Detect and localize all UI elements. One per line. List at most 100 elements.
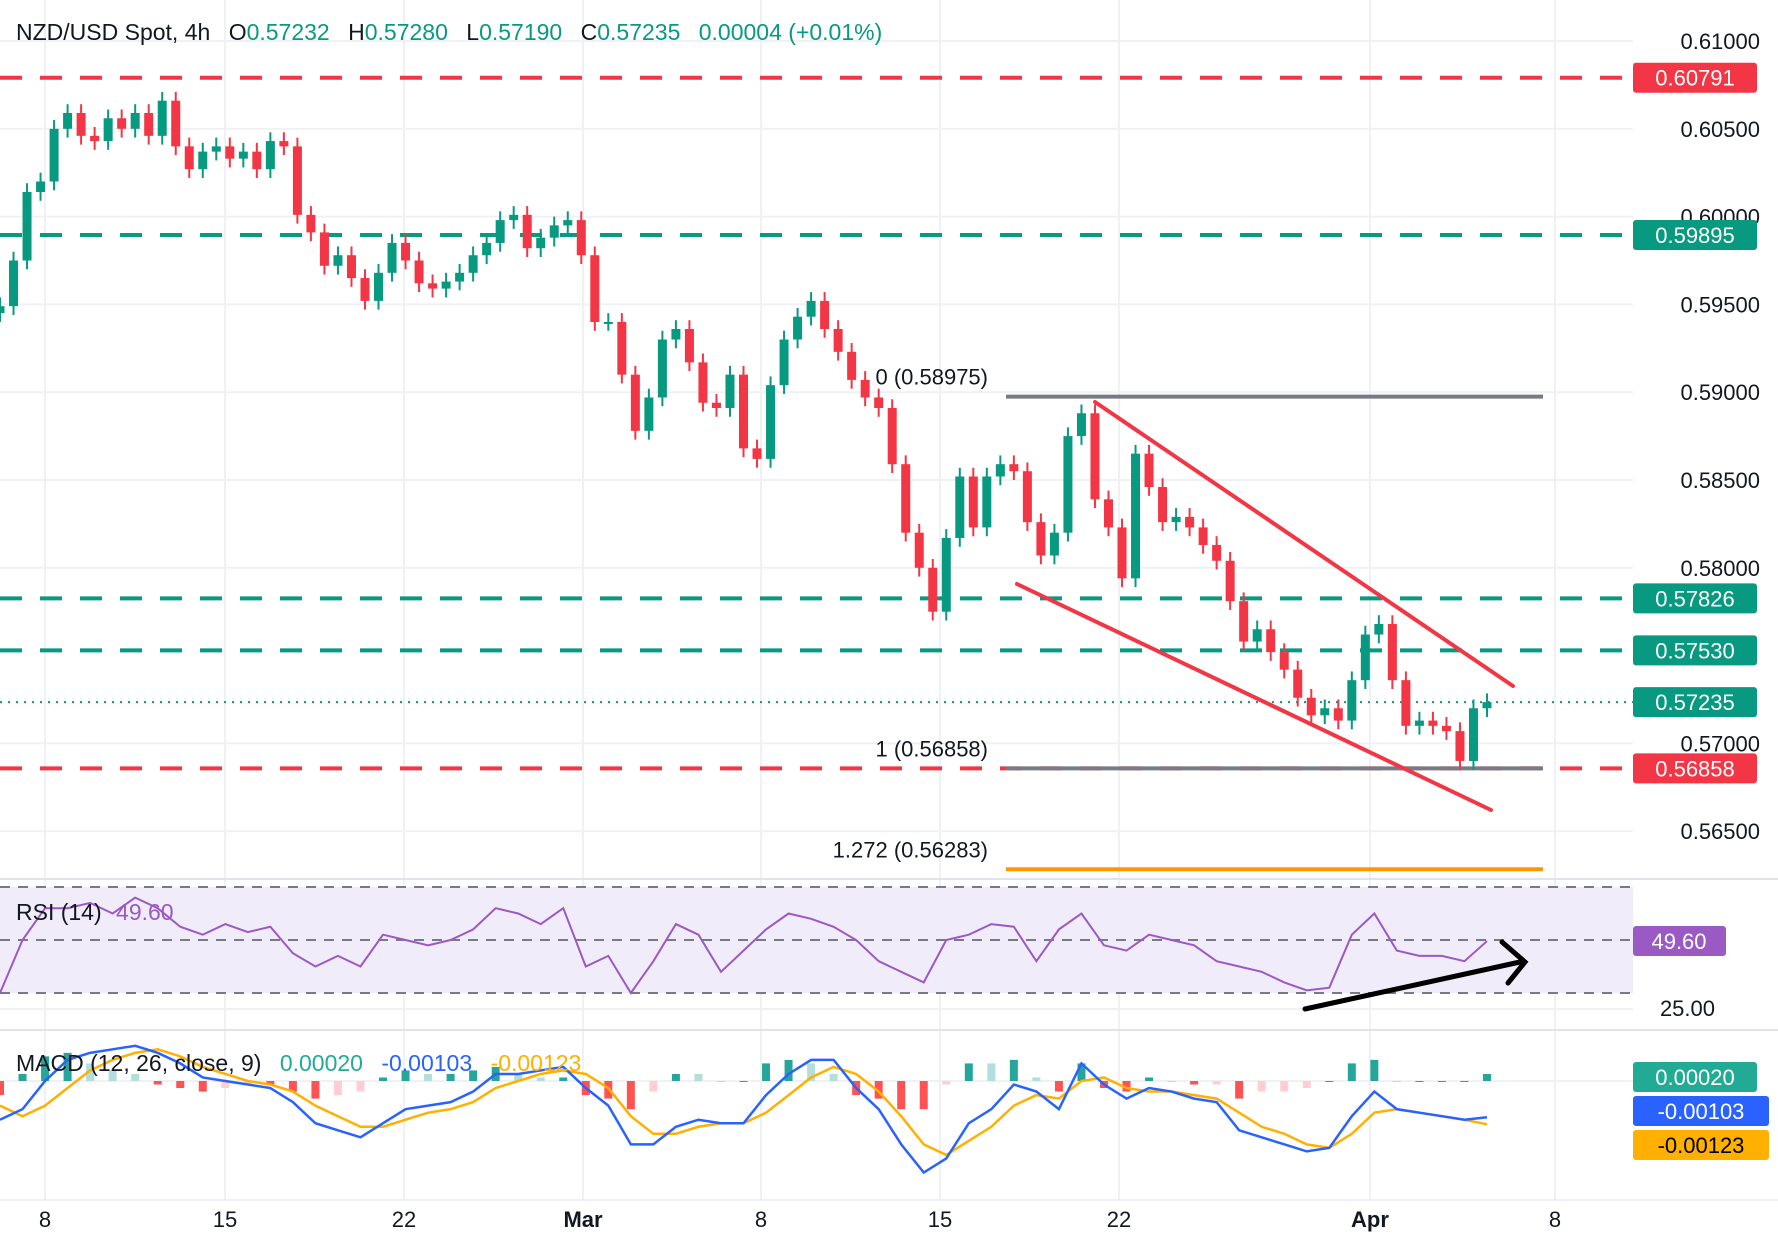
- macd-value-badge-label: -0.00103: [1658, 1099, 1745, 1124]
- macd-histogram-bar: [536, 1077, 545, 1081]
- macd-histogram-bar: [897, 1081, 906, 1110]
- macd-histogram-bar: [942, 1081, 951, 1085]
- price-level-badge-label: 0.57826: [1655, 586, 1735, 611]
- fib-level-label: 1 (0.56858): [875, 736, 988, 761]
- macd-histogram-bar: [243, 1081, 252, 1085]
- price-tick-label: 0.57000: [1680, 731, 1760, 756]
- candle-body: [1036, 522, 1046, 556]
- fibonacci-levels: 0 (0.58975) 1 (0.56858) 1.272 (0.56283): [833, 365, 1543, 872]
- macd-histogram-bar: [1370, 1059, 1379, 1081]
- macd-histogram-bar: [1190, 1081, 1199, 1085]
- candle-body: [1158, 487, 1168, 523]
- macd-histogram-bar: [784, 1059, 793, 1081]
- macd-histogram-bar: [108, 1070, 117, 1081]
- macd-histogram-bar: [1167, 1081, 1176, 1082]
- macd-histogram-bar: [1415, 1081, 1424, 1082]
- candle-body: [252, 151, 262, 170]
- macd-hist-value: 0.00020: [280, 1050, 363, 1076]
- macd-histogram-bar: [288, 1081, 297, 1092]
- price-axis[interactable]: 0.610000.605000.600000.595000.590000.585…: [1633, 29, 1769, 1160]
- candle-body: [1266, 629, 1276, 653]
- close-value: 0.57235: [597, 19, 680, 45]
- price-level-badge-label: 0.57235: [1655, 690, 1735, 715]
- macd-histogram-bar: [1347, 1063, 1356, 1081]
- candle-body: [468, 255, 478, 273]
- macd-histogram-bar: [221, 1081, 230, 1089]
- candle-body: [130, 112, 140, 129]
- candle-body: [617, 321, 627, 375]
- macd-histogram-bar: [41, 1056, 50, 1081]
- price-tick-label: 0.58500: [1680, 468, 1760, 493]
- candle-body: [914, 532, 924, 568]
- candle-body: [1387, 623, 1397, 681]
- macd-histogram-bar: [0, 1081, 4, 1096]
- candle-body: [117, 118, 127, 129]
- candle-body: [1252, 629, 1262, 642]
- candle-body: [9, 260, 19, 307]
- date-axis[interactable]: 8 15 22 Mar 8 15 22 Apr 8: [0, 1199, 1778, 1232]
- chart-legend: NZD/USD Spot, 4h O0.57232 H0.57280 L0.57…: [16, 19, 882, 45]
- candle-body: [793, 316, 803, 340]
- price-level-badge-label: 0.56858: [1655, 756, 1735, 781]
- macd-histogram-bar: [694, 1073, 703, 1081]
- candle-body: [103, 118, 113, 142]
- candle-body: [766, 385, 776, 459]
- low-label: L: [466, 19, 479, 45]
- macd-value-badge: [1633, 1062, 1757, 1092]
- macd-histogram-bar: [18, 1073, 27, 1081]
- candle-body: [279, 141, 289, 147]
- candle-body: [1306, 697, 1316, 716]
- macd-histogram-bar: [379, 1077, 388, 1081]
- candle-body: [901, 464, 911, 533]
- candle-body: [779, 339, 789, 386]
- candle-body: [319, 232, 329, 266]
- candle-body: [536, 237, 546, 249]
- candle-body: [1185, 516, 1195, 528]
- macd-histogram-bar: [1483, 1073, 1491, 1081]
- macd-histogram-bar: [1460, 1081, 1469, 1082]
- candle-body: [1428, 720, 1438, 726]
- macd-legend: MACD (12, 26, close, 9) 0.00020 -0.00103…: [16, 1050, 581, 1076]
- candle-body: [76, 112, 86, 136]
- candle-body: [157, 100, 167, 136]
- macd-histogram-bar: [266, 1081, 275, 1085]
- candle-body: [955, 476, 965, 538]
- macd-histogram-bar: [1032, 1077, 1041, 1081]
- rsi-value: 49.60: [116, 899, 174, 925]
- macd-histogram-bar: [153, 1081, 162, 1085]
- divergence-arrow-line: [1302, 959, 1523, 1012]
- candle-body: [928, 567, 938, 612]
- candle-body: [1225, 560, 1235, 602]
- candle-body: [211, 146, 221, 152]
- candle-body: [1022, 471, 1032, 523]
- macd-histogram-bar: [1009, 1059, 1018, 1081]
- macd-histogram-bar: [311, 1081, 320, 1099]
- macd-histogram-bar: [987, 1063, 996, 1081]
- date-tick-label: 8: [1549, 1207, 1561, 1232]
- macd-histogram-bar: [86, 1063, 95, 1081]
- candle-body: [1212, 544, 1222, 561]
- macd-histogram-bar: [964, 1063, 973, 1081]
- channel-lower-trendline[interactable]: [1015, 582, 1493, 812]
- candle-body: [941, 537, 951, 612]
- candle-body: [36, 181, 46, 193]
- candle-body: [1374, 623, 1384, 635]
- low-value: 0.57190: [479, 19, 562, 45]
- macd-histogram-bar: [63, 1052, 72, 1081]
- candle-body: [671, 328, 681, 340]
- candle-body: [292, 146, 302, 215]
- candle-body: [1468, 708, 1478, 761]
- high-label: H: [348, 19, 365, 45]
- candle-body: [1293, 669, 1303, 698]
- candle-body: [563, 220, 573, 226]
- candle-body: [874, 397, 884, 409]
- candle-body: [1049, 532, 1059, 556]
- macd-histogram-bar: [1235, 1081, 1244, 1099]
- candle-body: [657, 339, 667, 398]
- macd-histogram-bar: [649, 1081, 658, 1092]
- candle-body: [590, 255, 600, 322]
- rsi-legend: RSI (14) 49.60: [16, 899, 174, 925]
- channel-upper-trendline[interactable]: [1093, 400, 1515, 688]
- price-level-badge-label: 0.57530: [1655, 638, 1735, 663]
